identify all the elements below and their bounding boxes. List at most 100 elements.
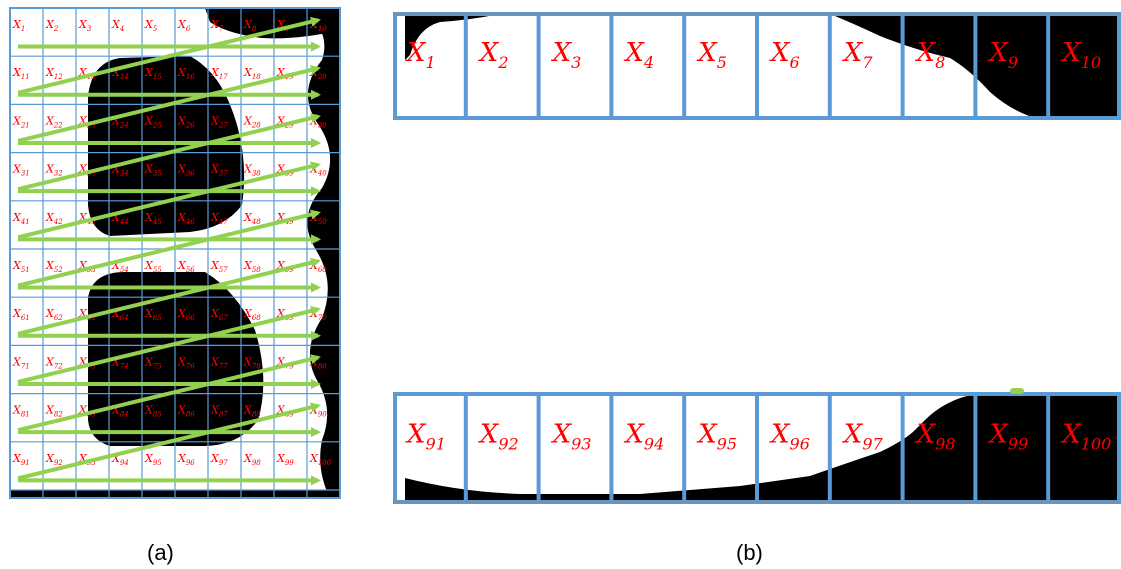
cell-label-x79: X79 (276, 355, 294, 370)
cell-label-x71: X71 (12, 355, 30, 370)
strip-label-x92: X92 (478, 420, 519, 454)
bottom-strip-labels: X91 X92 X93 X94 X95 X96 X97 X98 X99 X100 (405, 420, 1111, 454)
cell-label-x18: X18 (243, 66, 261, 81)
top-strip-grid (393, 12, 1121, 120)
cell-label-x1: X1 (12, 18, 25, 33)
cell-label-x24: X24 (111, 114, 129, 129)
strip-label-x95: X95 (696, 420, 737, 454)
cell-label-x54: X54 (111, 259, 129, 274)
cell-label-x7: X7 (210, 18, 224, 33)
cell-label-x97: X97 (210, 452, 228, 467)
cell-label-x27: X27 (210, 114, 228, 129)
cell-label-x59: X59 (276, 259, 294, 274)
cell-label-x21: X21 (12, 114, 30, 129)
strip-label-x1: X1 (405, 38, 436, 72)
strip-label-x91: X91 (405, 420, 446, 454)
cell-label-x100: X100 (309, 452, 332, 467)
panel-a-scan-arrows (17, 16, 321, 486)
cell-label-x74: X74 (111, 355, 129, 370)
cell-label-x58: X58 (243, 259, 261, 274)
cell-label-x52: X52 (45, 259, 63, 274)
cell-label-x46: X46 (177, 211, 195, 226)
cell-label-x51: X51 (12, 259, 30, 274)
scan-arrow-diagonal-5 (17, 209, 321, 288)
cell-label-x37: X37 (210, 163, 228, 178)
scan-arrow-diagonal-1 (17, 16, 321, 95)
scan-arrow-diagonal-8 (17, 354, 321, 433)
strip-label-x100: X100 (1060, 420, 1111, 454)
cell-label-x82: X82 (45, 404, 63, 419)
cell-label-x69: X69 (276, 307, 294, 322)
cell-label-x64: X64 (111, 307, 129, 322)
cell-label-x96: X96 (177, 452, 195, 467)
cell-label-x22: X22 (45, 114, 63, 129)
cell-label-x56: X56 (177, 259, 195, 274)
cell-label-x43: X43 (78, 211, 96, 226)
cell-label-x94: X94 (111, 452, 129, 467)
cell-label-x78: X78 (243, 355, 261, 370)
cell-label-x57: X57 (210, 259, 228, 274)
strip-label-x98: X98 (915, 420, 956, 454)
panel-b-bottom-strip: X91 X92 X93 X94 X95 X96 X97 X98 X99 X100 (393, 388, 1121, 504)
scan-arrow-diagonal-2 (17, 65, 321, 143)
cell-label-x48: X48 (243, 211, 261, 226)
cell-label-x31: X31 (12, 163, 30, 178)
cell-label-x19: X19 (276, 66, 294, 81)
cell-label-x92: X92 (45, 452, 63, 467)
arrow-tip-fragment (1010, 388, 1024, 394)
cell-label-x8: X8 (243, 18, 257, 33)
cell-label-x14: X14 (111, 66, 129, 81)
bottom-strip-black-band (405, 394, 1121, 502)
strip-label-x7: X7 (842, 38, 874, 72)
cell-label-x6: X6 (177, 18, 191, 33)
top-strip-labels: X1 X2 X3 X4 X5 X6 X7 X8 X9 X10 (405, 38, 1101, 72)
scan-arrow-diagonal-6 (17, 257, 321, 336)
cell-label-x45: X45 (144, 211, 162, 226)
top-right-black (205, 8, 340, 39)
right-black-edge (300, 8, 340, 498)
panel-b-top-strip: X1 X2 X3 X4 X5 X6 X7 X8 X9 X10 (393, 12, 1121, 120)
cell-label-x12: X12 (45, 66, 63, 81)
strip-label-x2: X2 (478, 38, 509, 72)
cell-label-x67: X67 (210, 307, 228, 322)
scan-arrow-diagonal-3 (17, 113, 321, 192)
strip-label-x99: X99 (987, 420, 1028, 454)
strip-label-x10: X10 (1060, 38, 1101, 72)
cell-label-x91: X91 (12, 452, 30, 467)
cell-label-x16: X16 (177, 66, 195, 81)
panel-b-caption: (b) (736, 540, 763, 565)
cell-label-x32: X32 (45, 163, 63, 178)
cell-label-x2: X2 (45, 18, 59, 33)
cell-label-x95: X95 (144, 452, 162, 467)
panel-a-scan-diagram: X1X2X3X4X5X6X7X8X9X10X11X12X13X14X15X16X… (9, 7, 341, 499)
cell-label-x23: X23 (78, 114, 96, 129)
panel-a-border (9, 7, 341, 499)
cell-label-x93: X93 (78, 452, 96, 467)
strip-label-x94: X94 (623, 420, 664, 454)
cell-label-x28: X28 (243, 114, 261, 129)
cell-label-x13: X13 (78, 66, 96, 81)
cell-label-x76: X76 (177, 355, 195, 370)
cell-label-x33: X33 (78, 163, 96, 178)
cell-label-x99: X99 (276, 452, 294, 467)
cell-label-x83: X83 (78, 404, 96, 419)
strip-label-x97: X97 (842, 420, 884, 454)
cell-label-x25: X25 (144, 114, 162, 129)
cell-label-x87: X87 (210, 404, 228, 419)
cell-label-x81: X81 (12, 404, 30, 419)
panel-a-cell-labels: X1X2X3X4X5X6X7X8X9X10X11X12X13X14X15X16X… (12, 18, 332, 467)
cell-label-x77: X77 (210, 355, 228, 370)
strip-label-x3: X3 (551, 38, 582, 72)
cell-label-x44: X44 (111, 211, 129, 226)
cell-label-x68: X68 (243, 307, 261, 322)
cell-label-x26: X26 (177, 114, 195, 129)
cell-label-x5: X5 (144, 18, 158, 33)
strip-label-x93: X93 (551, 420, 592, 454)
strip-label-x5: X5 (696, 38, 727, 72)
cell-label-x88: X88 (243, 404, 261, 419)
cell-label-x3: X3 (78, 18, 92, 33)
cell-label-x36: X36 (177, 163, 195, 178)
cell-label-x4: X4 (111, 18, 124, 33)
cell-label-x15: X15 (144, 66, 162, 81)
scan-arrow-diagonal-7 (17, 306, 321, 384)
